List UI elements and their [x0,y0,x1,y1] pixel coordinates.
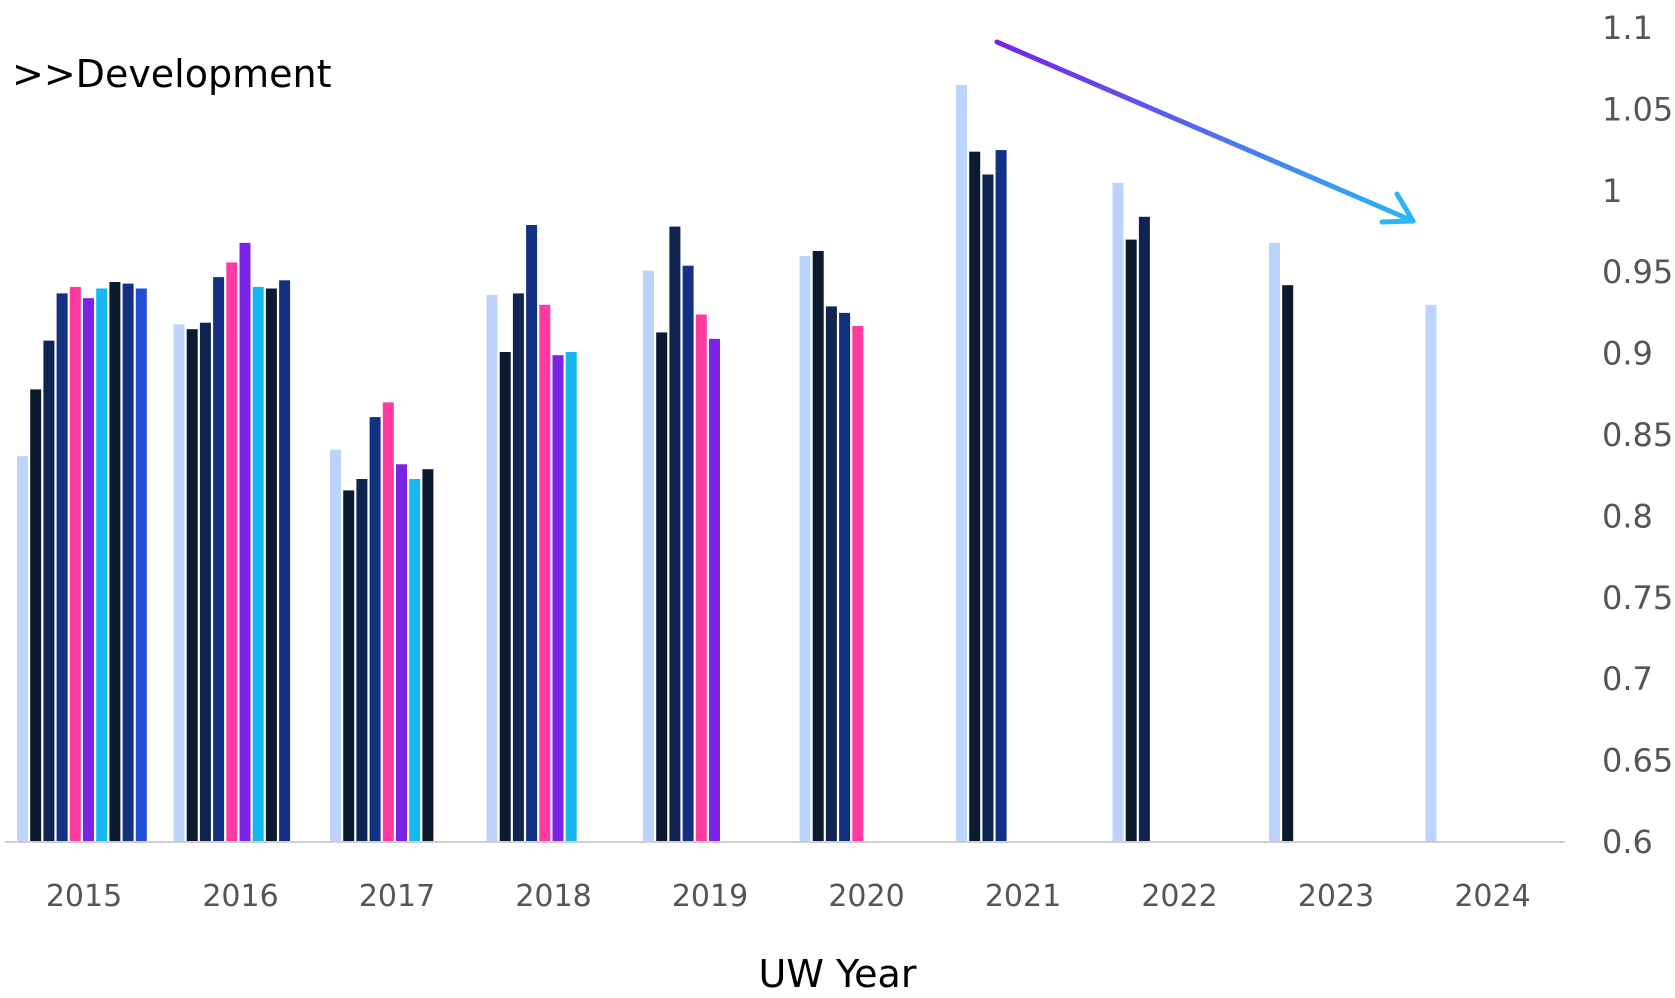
y-tick-label: 1 [1602,172,1622,210]
x-tick-label: 2021 [985,879,1061,914]
y-tick-label: 1.05 [1602,90,1673,128]
bar-2015-6 [83,298,94,842]
bar-2021-4 [995,150,1007,843]
bar-2015-3 [43,340,55,842]
bar-2019-4 [682,265,694,842]
bar-2016-5 [226,262,238,842]
bar-2018-2 [499,352,511,842]
bar-2018-6 [552,355,564,842]
y-tick-label: 1.1 [1602,9,1653,47]
bar-2015-5 [69,286,81,842]
y-tick-label: 0.65 [1602,742,1673,780]
bar-2018-5 [539,304,551,842]
x-tick-label: 2024 [1454,879,1530,914]
bar-2016-7 [252,286,264,842]
bar-2017-1 [330,449,341,842]
bar-2017-4 [369,417,381,842]
bar-2015-2 [30,389,42,842]
trend-arrow-line [994,39,1416,224]
y-tick-label: 0.9 [1602,335,1653,373]
x-tick-label: 2017 [359,879,435,914]
bar-2020-2 [812,251,824,842]
development-annotation: >>Development [12,52,332,96]
bar-2019-3 [669,226,681,843]
y-tick-label: 0.85 [1602,416,1673,454]
bar-2016-4 [213,277,225,843]
bar-2015-7 [96,288,108,842]
y-tick-label: 0.6 [1602,823,1653,861]
x-tick-label: 2022 [1141,879,1217,914]
bar-2024-1 [1425,304,1437,842]
bar-2015-10 [135,288,147,842]
bar-2015-1 [17,456,28,842]
bar-2019-2 [656,332,668,842]
trend-arrow [994,39,1416,225]
bar-2020-3 [825,306,837,842]
x-axis-title: UW Year [758,952,917,996]
bar-group [17,85,1437,843]
bar-2022-3 [1138,216,1150,843]
y-tick-label: 0.7 [1602,660,1653,698]
bar-2022-1 [1112,182,1124,842]
bar-2018-4 [526,225,538,842]
bar-2018-7 [565,352,577,842]
bar-2017-3 [356,479,368,842]
bar-2017-8 [422,469,434,842]
bar-2016-6 [239,242,251,842]
bar-2019-6 [709,338,720,842]
bar-2019-1 [643,270,654,843]
bar-2021-1 [956,85,967,842]
bar-2015-9 [122,283,134,843]
trend-arrow-head [1379,191,1416,225]
x-tick-labels: 2015 2016 2017 2018 2019 2020 2021 2022 2023 2024 [46,879,1531,914]
x-tick-label: 2020 [828,879,904,914]
bar-2016-2 [186,329,198,842]
x-tick-label: 2023 [1298,879,1374,914]
bar-2018-1 [486,295,498,842]
bar-2017-7 [409,479,421,842]
y-tick-label: 0.95 [1602,253,1673,291]
bar-2016-8 [265,288,277,842]
bar-2023-2 [1282,285,1294,842]
y-tick-labels: 0.6 0.65 0.7 0.75 0.8 0.85 0.9 0.95 1 1.05 1.1 [1602,9,1673,861]
bar-2020-1 [799,255,811,842]
bar-2018-3 [512,293,524,842]
y-tick-label: 0.8 [1602,497,1653,535]
bar-2015-4 [56,293,68,842]
bar-2020-5 [852,325,864,842]
bar-2021-2 [969,151,981,842]
x-tick-label: 2016 [202,879,278,914]
bar-2016-3 [199,322,211,842]
bar-2023-1 [1269,242,1280,842]
x-tick-label: 2015 [46,879,122,914]
x-tick-label: 2018 [515,879,591,914]
x-tick-label: 2019 [672,879,748,914]
y-tick-label: 0.75 [1602,579,1673,617]
bar-2022-2 [1125,239,1137,843]
bar-2016-1 [173,324,185,842]
bar-2017-6 [396,464,407,842]
bar-2016-9 [279,280,291,842]
bar-2019-5 [695,314,707,842]
bar-2017-2 [343,490,355,842]
bar-2017-5 [382,402,394,842]
bar-2015-8 [109,282,121,842]
bar-2020-4 [839,312,851,842]
bar-2021-3 [982,174,994,842]
